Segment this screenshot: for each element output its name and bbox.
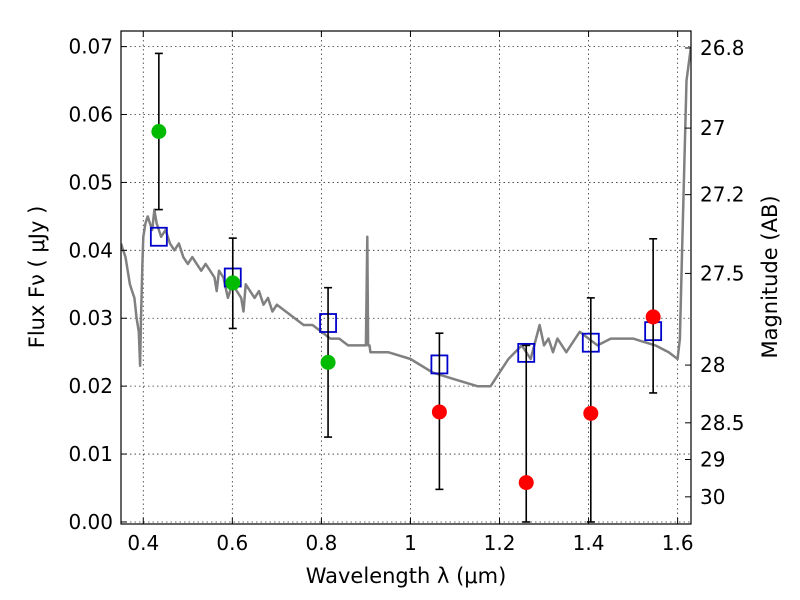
x-axis-label: Wavelength λ (μm) (306, 564, 507, 588)
right-tick-label: 27.2 (700, 183, 745, 207)
green-flux-point (151, 124, 167, 140)
x-tick-label: 1 (404, 531, 417, 555)
right-tick-label: 28.5 (700, 411, 745, 435)
right-tick-label: 27.5 (700, 261, 745, 285)
x-tick-label: 0.8 (305, 531, 337, 555)
y-axis-right-label: Magnitude (AB) (758, 195, 782, 358)
y-tick-label: 0.05 (68, 170, 113, 194)
red-flux-point (645, 309, 661, 325)
x-tick-label: 1.6 (662, 531, 694, 555)
plot-area (121, 46, 691, 523)
plot-frame (120, 30, 692, 525)
y-tick-label: 0.02 (68, 374, 113, 398)
right-tick-label: 29 (700, 447, 725, 471)
red-flux-point (583, 405, 599, 421)
x-tick-label: 0.4 (127, 531, 159, 555)
model-spectrum-line (121, 46, 691, 388)
x-tick-label: 1.2 (484, 531, 516, 555)
right-tick-label: 26.8 (700, 36, 745, 60)
plot-background (121, 31, 691, 524)
y-tick-label: 0.03 (68, 306, 113, 330)
green-flux-point (225, 275, 241, 291)
y-axis-label: Flux Fν ( μJy ) (25, 206, 49, 349)
x-tick-label: 0.6 (216, 531, 248, 555)
grid-lines (121, 31, 691, 524)
right-tick-label: 28 (700, 353, 725, 377)
y-tick-label: 0.00 (68, 510, 113, 534)
red-flux-point (518, 475, 534, 491)
red-flux-point (431, 404, 447, 420)
y-tick-label: 0.07 (68, 35, 113, 59)
right-tick-label: 27 (700, 116, 725, 140)
y-tick-label: 0.06 (68, 103, 113, 127)
model-flux-square (149, 226, 168, 247)
axis-ticks: 0.4 0.6 0.8 1 1.2 1.4 1.6 0.00 0.01 0.02 0.03 0.04 0… (68, 31, 745, 555)
green-flux-point (320, 354, 336, 370)
y-tick-label: 0.01 (68, 442, 113, 466)
x-tick-label: 1.4 (573, 531, 605, 555)
right-tick-label: 30 (700, 485, 725, 509)
y-tick-label: 0.04 (68, 238, 113, 262)
